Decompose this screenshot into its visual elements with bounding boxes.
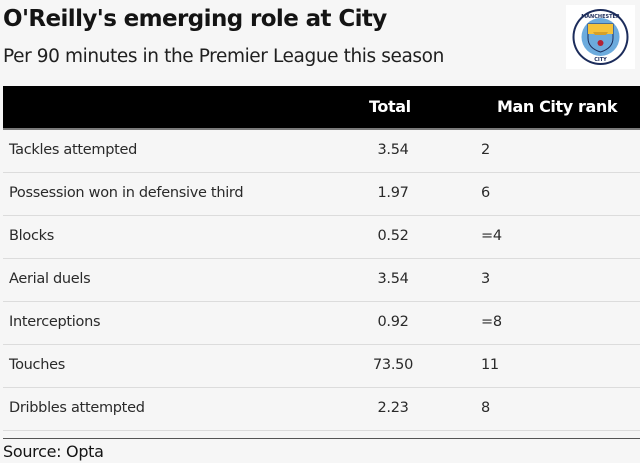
row-rank: 11 [481,357,499,373]
footer-divider [3,438,640,439]
man-city-crest-icon: MANCHESTER CITY [566,5,635,69]
row-label: Interceptions [9,314,101,330]
row-rank: =4 [481,228,502,244]
row-label: Possession won in defensive third [9,185,244,201]
row-label: Touches [9,357,65,373]
row-rank: =8 [481,314,502,330]
row-rank: 8 [481,400,490,416]
row-rank: 3 [481,271,490,287]
table-row: Blocks 0.52 =4 [3,216,640,259]
table-row: Tackles attempted 3.54 2 [3,130,640,173]
table-row: Touches 73.50 11 [3,345,640,388]
table-row: Aerial duels 3.54 3 [3,259,640,302]
row-rank: 2 [481,142,490,158]
chart-title: O'Reilly's emerging role at City [3,6,387,32]
row-total: 0.52 [377,228,409,244]
row-total: 1.97 [377,185,409,201]
row-label: Tackles attempted [9,142,138,158]
row-total: 3.54 [377,142,409,158]
table-header: Total Man City rank [3,86,640,130]
source-note: Source: Opta [3,442,104,461]
row-label: Dribbles attempted [9,400,145,416]
svg-text:CITY: CITY [594,57,607,63]
table-row: Dribbles attempted 2.23 8 [3,388,640,431]
row-rank: 6 [481,185,490,201]
row-total: 2.23 [377,400,409,416]
table-row: Interceptions 0.92 =8 [3,302,640,345]
row-total: 73.50 [373,357,414,373]
table-row: Possession won in defensive third 1.97 6 [3,173,640,216]
column-header-total: Total [369,97,411,116]
svg-text:MANCHESTER: MANCHESTER [581,14,620,20]
row-label: Aerial duels [9,271,91,287]
row-total: 3.54 [377,271,409,287]
row-total: 0.92 [377,314,409,330]
column-header-rank: Man City rank [497,97,618,116]
chart-subtitle: Per 90 minutes in the Premier League thi… [3,46,444,67]
table-body: Tackles attempted 3.54 2 Possession won … [3,130,640,431]
row-label: Blocks [9,228,54,244]
